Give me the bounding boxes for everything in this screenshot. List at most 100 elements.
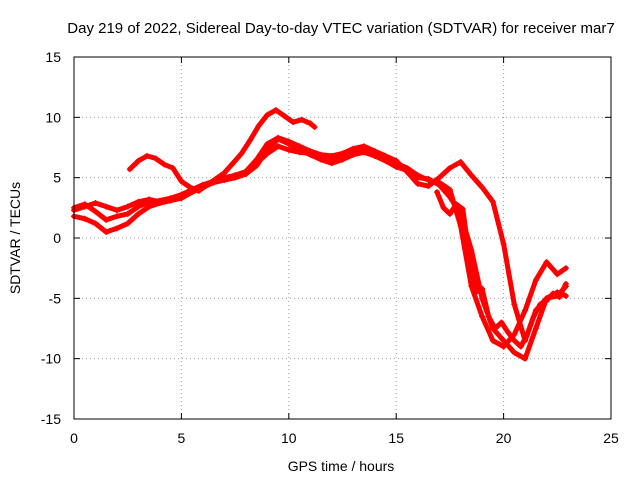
data-point — [264, 111, 271, 118]
data-point — [229, 160, 236, 167]
data-point — [103, 203, 110, 210]
x-tick-label: 25 — [603, 430, 619, 446]
data-point — [498, 319, 505, 326]
data-point — [446, 193, 453, 200]
data-point — [113, 225, 120, 232]
data-point — [562, 292, 569, 299]
data-point — [511, 337, 518, 344]
data-series — [71, 107, 569, 362]
data-point — [425, 175, 432, 182]
data-point — [360, 143, 367, 150]
y-tick-label: 10 — [45, 109, 61, 125]
data-point — [124, 203, 131, 210]
data-point — [255, 122, 262, 129]
data-point — [511, 301, 518, 308]
data-point — [350, 151, 357, 158]
data-point — [524, 331, 531, 338]
data-point — [446, 210, 453, 217]
data-point — [92, 208, 99, 215]
data-point — [393, 157, 400, 164]
data-point — [562, 280, 569, 287]
chart-title: Day 219 of 2022, Sidereal Day-to-day VTE… — [67, 20, 614, 37]
data-point — [457, 158, 464, 165]
data-point — [124, 210, 131, 217]
data-point — [307, 120, 314, 127]
data-point — [124, 220, 131, 227]
data-point — [103, 228, 110, 235]
data-point — [221, 169, 228, 176]
series-line — [71, 135, 569, 344]
data-point — [232, 172, 239, 179]
data-point — [436, 181, 443, 188]
data-point — [318, 151, 325, 158]
data-point — [285, 146, 292, 153]
data-point — [530, 313, 537, 320]
data-point — [146, 196, 153, 203]
series-track-a — [71, 143, 569, 350]
data-point — [492, 325, 499, 332]
data-point — [489, 198, 496, 205]
data-point — [156, 198, 163, 205]
data-point — [285, 138, 292, 145]
data-point — [126, 166, 133, 173]
data-point — [479, 313, 486, 320]
data-point — [459, 206, 466, 213]
series-track-c — [71, 134, 569, 344]
y-tick-label: 5 — [53, 170, 61, 186]
data-point — [479, 285, 486, 292]
data-point — [247, 137, 254, 144]
data-point — [152, 155, 159, 162]
data-point — [468, 172, 475, 179]
data-point — [489, 337, 496, 344]
data-point — [453, 201, 460, 208]
data-point — [403, 168, 410, 175]
data-point — [500, 343, 507, 350]
axes: 0 5 10 15 20 25 -15 -10 -5 0 5 10 15 — [41, 49, 619, 446]
x-tick-label: 15 — [388, 430, 404, 446]
data-point — [264, 140, 271, 147]
data-point — [479, 184, 486, 191]
data-point — [382, 152, 389, 159]
y-tick-label: -15 — [41, 411, 61, 427]
data-point — [504, 329, 511, 336]
data-point — [446, 186, 453, 193]
data-point — [543, 259, 550, 266]
data-point — [135, 198, 142, 205]
data-point — [92, 220, 99, 227]
data-point — [485, 313, 492, 320]
data-point — [113, 207, 120, 214]
data-point — [253, 162, 260, 169]
series-track-e — [434, 189, 569, 350]
data-point — [500, 241, 507, 248]
data-point — [135, 157, 142, 164]
data-point — [466, 253, 473, 260]
series-track-d — [126, 107, 318, 194]
data-point — [178, 178, 185, 185]
data-point — [339, 150, 346, 157]
data-point — [195, 187, 202, 194]
x-tick-label: 0 — [70, 430, 78, 446]
data-point — [339, 156, 346, 163]
data-point — [414, 174, 421, 181]
data-point — [281, 113, 288, 120]
data-point — [522, 355, 529, 362]
data-point — [204, 181, 211, 188]
data-point — [103, 216, 110, 223]
data-point — [522, 307, 529, 314]
data-point — [161, 161, 168, 168]
data-point — [81, 215, 88, 222]
x-axis-title: GPS time / hours — [288, 458, 395, 474]
data-point — [472, 289, 479, 296]
data-point — [360, 149, 367, 156]
data-point — [135, 210, 142, 217]
data-point — [275, 143, 282, 150]
data-point — [446, 165, 453, 172]
data-point — [500, 337, 507, 344]
data-point — [186, 184, 193, 191]
data-point — [275, 134, 282, 141]
data-point — [178, 192, 185, 199]
data-point — [238, 150, 245, 157]
data-point — [113, 213, 120, 220]
y-tick-label: -10 — [41, 351, 61, 367]
data-point — [253, 156, 260, 163]
